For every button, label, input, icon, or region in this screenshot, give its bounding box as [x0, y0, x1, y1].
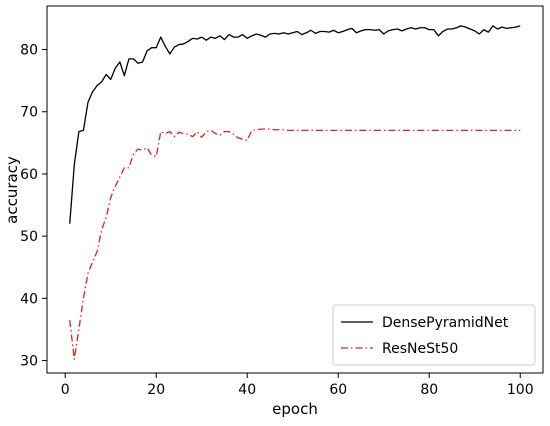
y-axis-label: accuracy [3, 156, 21, 224]
series-line-densepyramidnet [69, 25, 521, 224]
x-tick-label: 80 [420, 382, 438, 398]
y-tick-label: 30 [20, 354, 38, 370]
x-tick-label: 100 [507, 382, 534, 398]
series-line-resnest50 [69, 128, 521, 360]
legend-label-densepyramidnet: DensePyramidNet [382, 315, 509, 331]
plot-lines [69, 25, 521, 360]
y-tick-label: 80 [20, 43, 38, 59]
x-tick-label: 60 [329, 382, 347, 398]
x-tick-label: 0 [61, 382, 70, 398]
y-tick-label: 50 [20, 229, 38, 245]
y-tick-label: 60 [20, 167, 38, 183]
legend-box [332, 304, 536, 366]
y-axis-ticks: 30 40 50 60 70 80 [20, 43, 47, 370]
x-tick-label: 40 [238, 382, 256, 398]
x-axis-label: epoch [272, 400, 318, 418]
y-tick-label: 70 [20, 105, 38, 121]
legend: DensePyramidNet ResNeSt50 [332, 304, 536, 366]
legend-label-resnest50: ResNeSt50 [382, 341, 458, 357]
x-axis-ticks: 0 20 40 60 80 100 [61, 373, 534, 398]
x-tick-label: 20 [147, 382, 165, 398]
y-tick-label: 40 [20, 291, 38, 307]
